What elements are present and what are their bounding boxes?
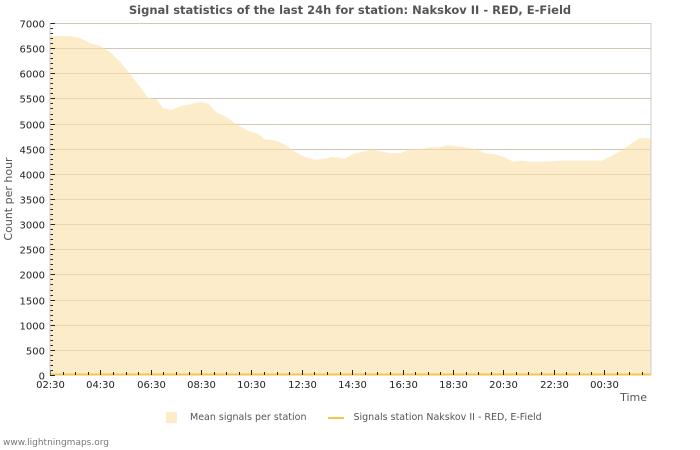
y-tick-label: 2500 — [20, 246, 45, 257]
y-tick-label: 4000 — [20, 171, 45, 182]
grid-lines-over — [50, 23, 651, 351]
legend-label-station: Signals station Nakskov II - RED, E-Fiel… — [353, 412, 542, 423]
y-tick-label: 0 — [39, 372, 45, 383]
legend-item-station[interactable]: Signals station Nakskov II - RED, E-Fiel… — [328, 412, 542, 423]
area-swatch-icon — [166, 412, 177, 423]
footer-credit: www.lightningmaps.org — [3, 438, 109, 448]
x-tick-label: 02:30 — [36, 380, 65, 391]
x-axis-label: Time — [619, 391, 647, 404]
y-tick-label: 500 — [26, 347, 45, 358]
x-tick-label: 14:30 — [338, 380, 367, 391]
y-tick-label: 1000 — [20, 322, 45, 333]
legend-label-mean: Mean signals per station — [190, 412, 307, 423]
y-tick-label: 3500 — [20, 196, 45, 207]
x-tick-label: 06:30 — [137, 380, 166, 391]
x-tick-label: 20:30 — [489, 380, 518, 391]
y-tick-label: 5500 — [20, 95, 45, 106]
x-tick-label: 22:30 — [540, 380, 569, 391]
chart-title: Signal statistics of the last 24h for st… — [128, 3, 572, 17]
y-tick-label: 4500 — [20, 146, 45, 157]
x-tick-label: 08:30 — [187, 380, 216, 391]
x-tick-label: 04:30 — [86, 380, 115, 391]
x-tick-label: 18:30 — [439, 380, 468, 391]
y-tick-label: 3000 — [20, 221, 45, 232]
y-axis-ticks: 0 500 1000 1500 2000 2500 3000 3500 4000 4500 5000… — [20, 20, 55, 383]
x-tick-label: 00:30 — [590, 380, 619, 391]
x-tick-label: 10:30 — [237, 380, 266, 391]
mean-signals-area — [50, 36, 652, 375]
line-swatch-icon — [328, 416, 345, 419]
legend-item-mean[interactable]: Mean signals per station — [166, 412, 306, 423]
y-tick-label: 6000 — [20, 70, 45, 81]
x-tick-label: 16:30 — [389, 380, 418, 391]
x-axis-ticks: 02:30 04:30 06:30 08:30 10:30 12:30 14:30 16:30… — [36, 370, 643, 391]
y-tick-label: 7000 — [20, 20, 45, 31]
x-tick-label: 12:30 — [288, 380, 317, 391]
legend: Mean signals per station Signals station… — [166, 412, 564, 423]
y-tick-label: 2000 — [20, 271, 45, 282]
y-tick-label: 1500 — [20, 297, 45, 308]
y-axis-label: Count per hour — [2, 157, 15, 241]
y-tick-label: 6500 — [20, 45, 45, 56]
y-tick-label: 5000 — [20, 121, 45, 132]
